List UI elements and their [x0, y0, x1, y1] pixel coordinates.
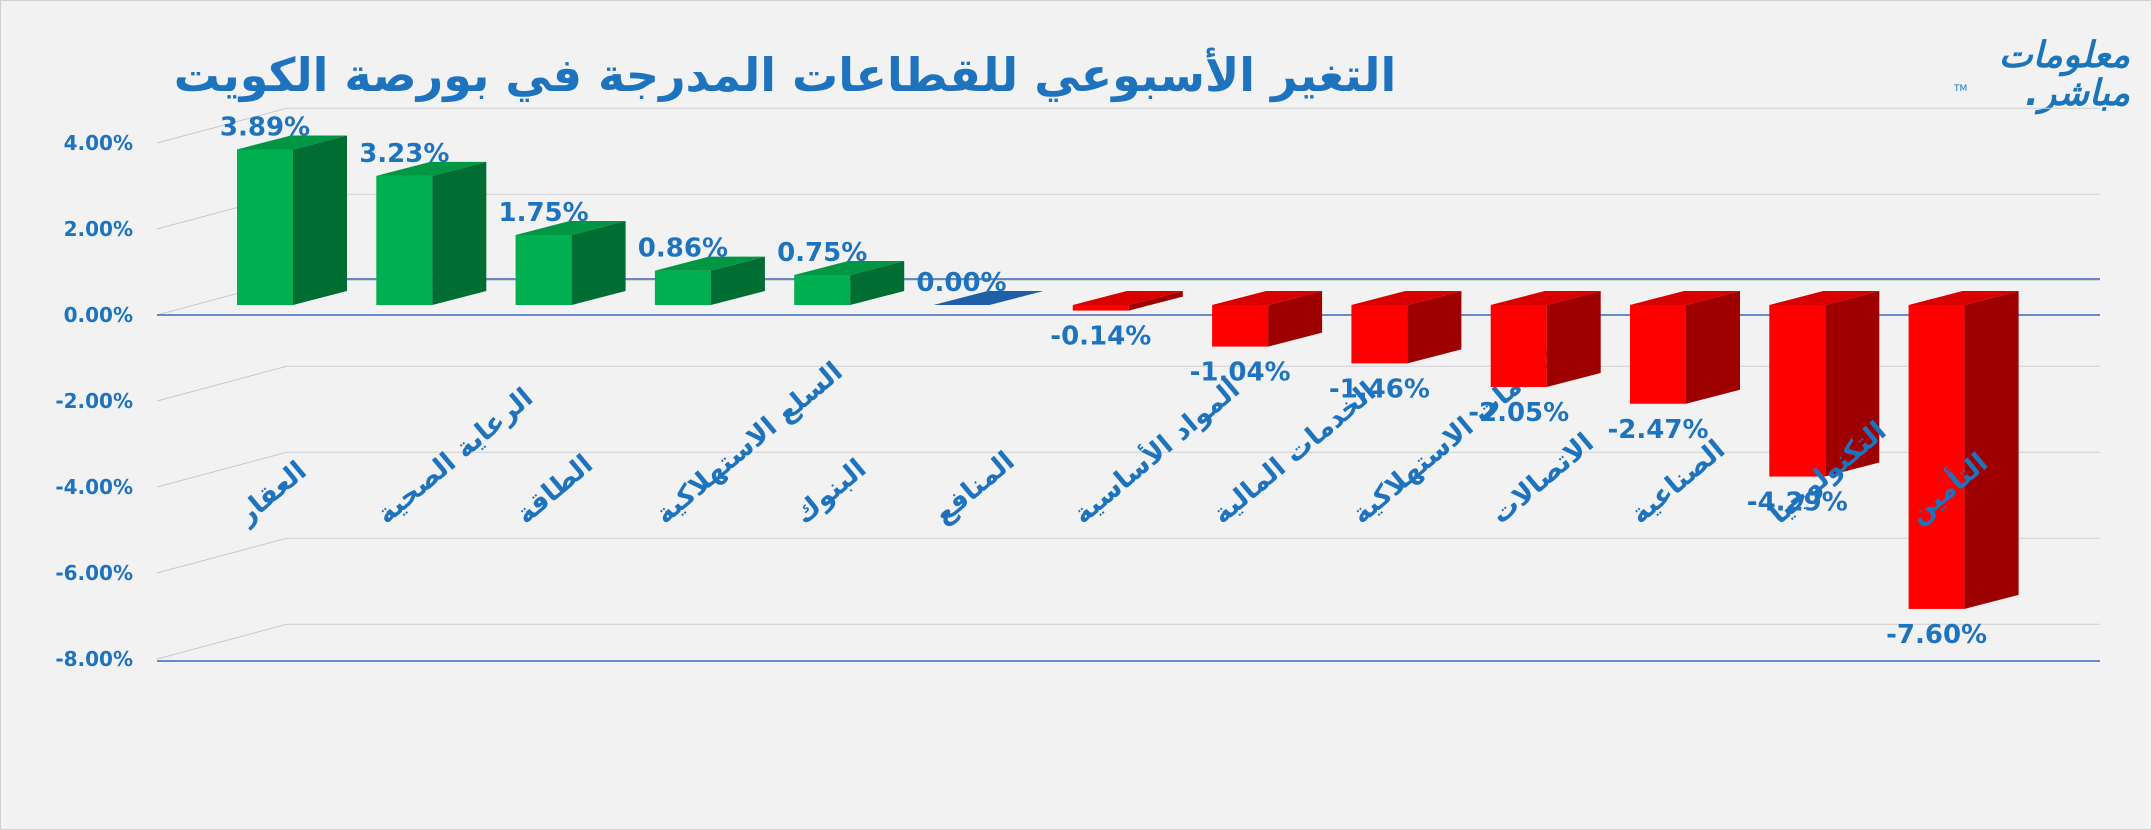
bar-front [237, 149, 293, 305]
bar-front [1908, 305, 1965, 609]
bar-top [1630, 291, 1740, 305]
bar-side [1407, 291, 1462, 364]
bar-top [1351, 291, 1462, 305]
logo-line-1: معلومات [1998, 35, 2130, 76]
bar-front [515, 235, 572, 305]
bar-front [794, 275, 851, 305]
data-label: 3.23% [359, 139, 449, 169]
grid-diagonal [156, 623, 288, 660]
category-label: الاتصالات [1485, 427, 1600, 530]
bar-top [376, 161, 487, 176]
bar-front [1630, 305, 1686, 404]
grid-diagonal [156, 365, 288, 402]
bar-top [1212, 291, 1323, 305]
bar-top [515, 221, 626, 236]
grid-diagonal [156, 451, 288, 488]
category-label: العقار [230, 455, 313, 531]
category-label: البنوك [789, 453, 873, 530]
chart-title: التغير الأسبوعي للقطاعات المدرجة في بورص… [173, 48, 1397, 102]
data-label: -1.04% [1190, 358, 1291, 388]
category-label: الطاقة [510, 449, 599, 531]
bar-side [432, 161, 487, 305]
category-label: المنافع [928, 446, 1021, 531]
bar-side [1128, 291, 1183, 311]
bar-top [1072, 291, 1183, 305]
grid-diagonal [156, 537, 288, 574]
bar-top [237, 135, 347, 150]
bar-side [1268, 291, 1323, 347]
bar-side [850, 261, 905, 305]
bar-top [654, 256, 765, 271]
grid-diagonal [156, 107, 288, 144]
bar-side [1546, 291, 1601, 387]
bar-top [1490, 291, 1601, 305]
data-label: 0.75% [777, 238, 867, 268]
bar-front [1212, 305, 1269, 347]
category-label: الصناعية [1625, 434, 1731, 530]
data-label: -1.46% [1329, 374, 1430, 404]
bar-side [1825, 291, 1880, 477]
bar-front [1351, 305, 1408, 364]
bar-front [654, 270, 711, 305]
logo-line-2: مباشر. [2025, 73, 2130, 114]
bar-front [376, 175, 433, 305]
bar-top [933, 291, 1044, 305]
bar-side [571, 221, 626, 305]
y-tick-label: -2.00% [55, 389, 133, 413]
bar-top [1769, 291, 1880, 305]
logo-trademark: TM [1954, 84, 1968, 94]
bar-top [794, 261, 905, 276]
data-label: 0.00% [916, 268, 1006, 298]
y-tick-label: 2.00% [64, 217, 133, 241]
data-label: -0.14% [1050, 322, 1151, 352]
bar-front [1490, 305, 1547, 387]
data-label: -4.29% [1747, 488, 1848, 518]
brand-logo: معلومات مباشر. TM [1950, 36, 2140, 116]
y-tick-label: -6.00% [55, 561, 133, 585]
y-tick-label: 4.00% [64, 131, 133, 155]
bar-top [1908, 291, 2019, 305]
bar-side [1964, 291, 2019, 609]
data-label: 0.86% [638, 234, 728, 264]
bar-front [1769, 305, 1826, 477]
bar-side [710, 256, 765, 305]
data-label: -7.60% [1886, 620, 1987, 650]
y-tick-label: -4.00% [55, 475, 133, 499]
bar-side [293, 135, 347, 305]
bar-front [1072, 305, 1129, 311]
data-label: 1.75% [498, 198, 588, 228]
data-label: -2.05% [1468, 398, 1569, 428]
bar-side [1686, 291, 1740, 404]
data-label: -2.47% [1608, 415, 1709, 445]
y-tick-label: 0.00% [64, 303, 133, 327]
y-tick-label: -8.00% [55, 647, 133, 671]
data-label: 3.89% [220, 112, 310, 142]
